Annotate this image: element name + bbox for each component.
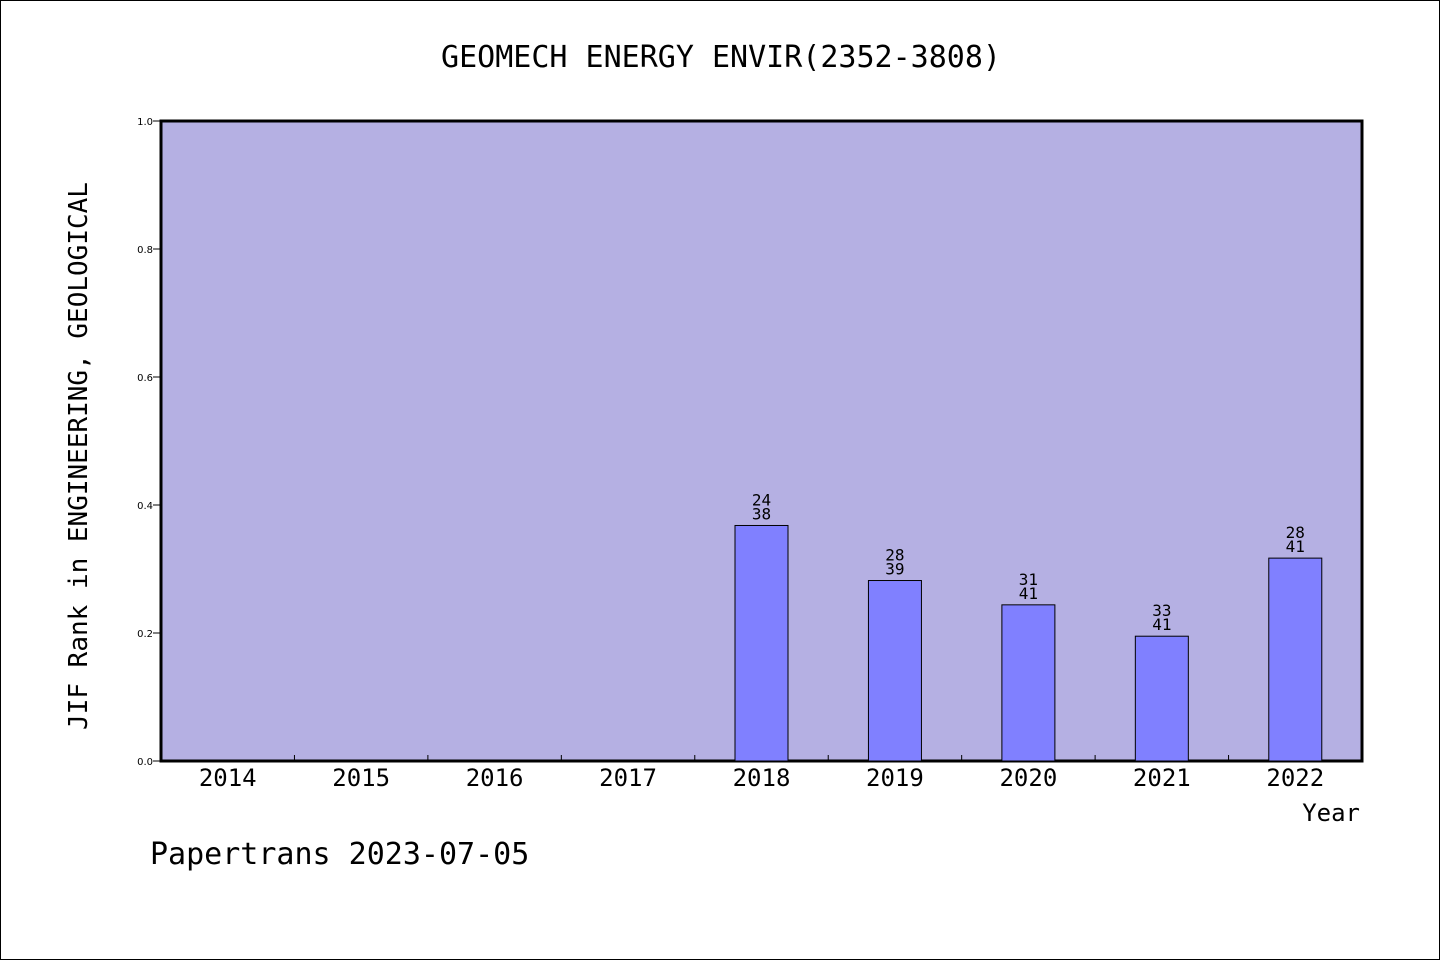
bar-2018 — [734, 524, 789, 762]
total-label: 41 — [1286, 537, 1305, 556]
bars — [734, 524, 1323, 762]
y-tick-label: 0.2 — [137, 629, 153, 640]
y-tick-label: 0.0 — [137, 757, 153, 768]
x-tick-label: 2019 — [866, 764, 924, 792]
y-axis-label: JIF Rank in ENGINEERING, GEOLOGICAL — [64, 182, 94, 730]
bar-2020 — [1001, 604, 1056, 762]
y-tick-label: 0.8 — [137, 245, 153, 256]
y-tick-label: 0.4 — [137, 501, 153, 512]
x-tick-label: 2016 — [466, 764, 524, 792]
footer-text: Papertrans 2023-07-05 — [150, 837, 529, 872]
bar-2019 — [867, 580, 922, 762]
y-axis-ticks: 0.0 0.2 0.4 0.6 0.8 1.0 — [137, 117, 161, 768]
y-tick-label: 1.0 — [137, 117, 153, 128]
x-tick-label: 2018 — [733, 764, 791, 792]
total-label: 41 — [1019, 584, 1038, 603]
bar-2022 — [1268, 557, 1323, 762]
rank-label: 28 — [1286, 523, 1305, 542]
x-axis-label: Year — [1302, 799, 1360, 827]
rank-label: 33 — [1152, 601, 1171, 620]
x-tick-label: 2022 — [1266, 764, 1324, 792]
rank-label: 24 — [752, 490, 771, 509]
x-axis-ticks: 2014 2015 2016 2017 2018 2019 2020 2021 2022 — [199, 755, 1324, 792]
total-label: 39 — [885, 560, 904, 579]
x-tick-label: 2014 — [199, 764, 257, 792]
y-tick-label: 0.6 — [137, 373, 153, 384]
total-label: 38 — [752, 504, 771, 523]
total-label: 41 — [1152, 615, 1171, 634]
chart-title: GEOMECH ENERGY ENVIR(2352-3808) — [441, 40, 1001, 75]
x-tick-label: 2021 — [1133, 764, 1191, 792]
rank-label: 28 — [885, 546, 904, 565]
x-tick-label: 2020 — [999, 764, 1057, 792]
bar-2021 — [1134, 635, 1189, 762]
x-tick-label: 2017 — [599, 764, 657, 792]
x-tick-label: 2015 — [332, 764, 390, 792]
rank-label: 31 — [1019, 570, 1038, 589]
